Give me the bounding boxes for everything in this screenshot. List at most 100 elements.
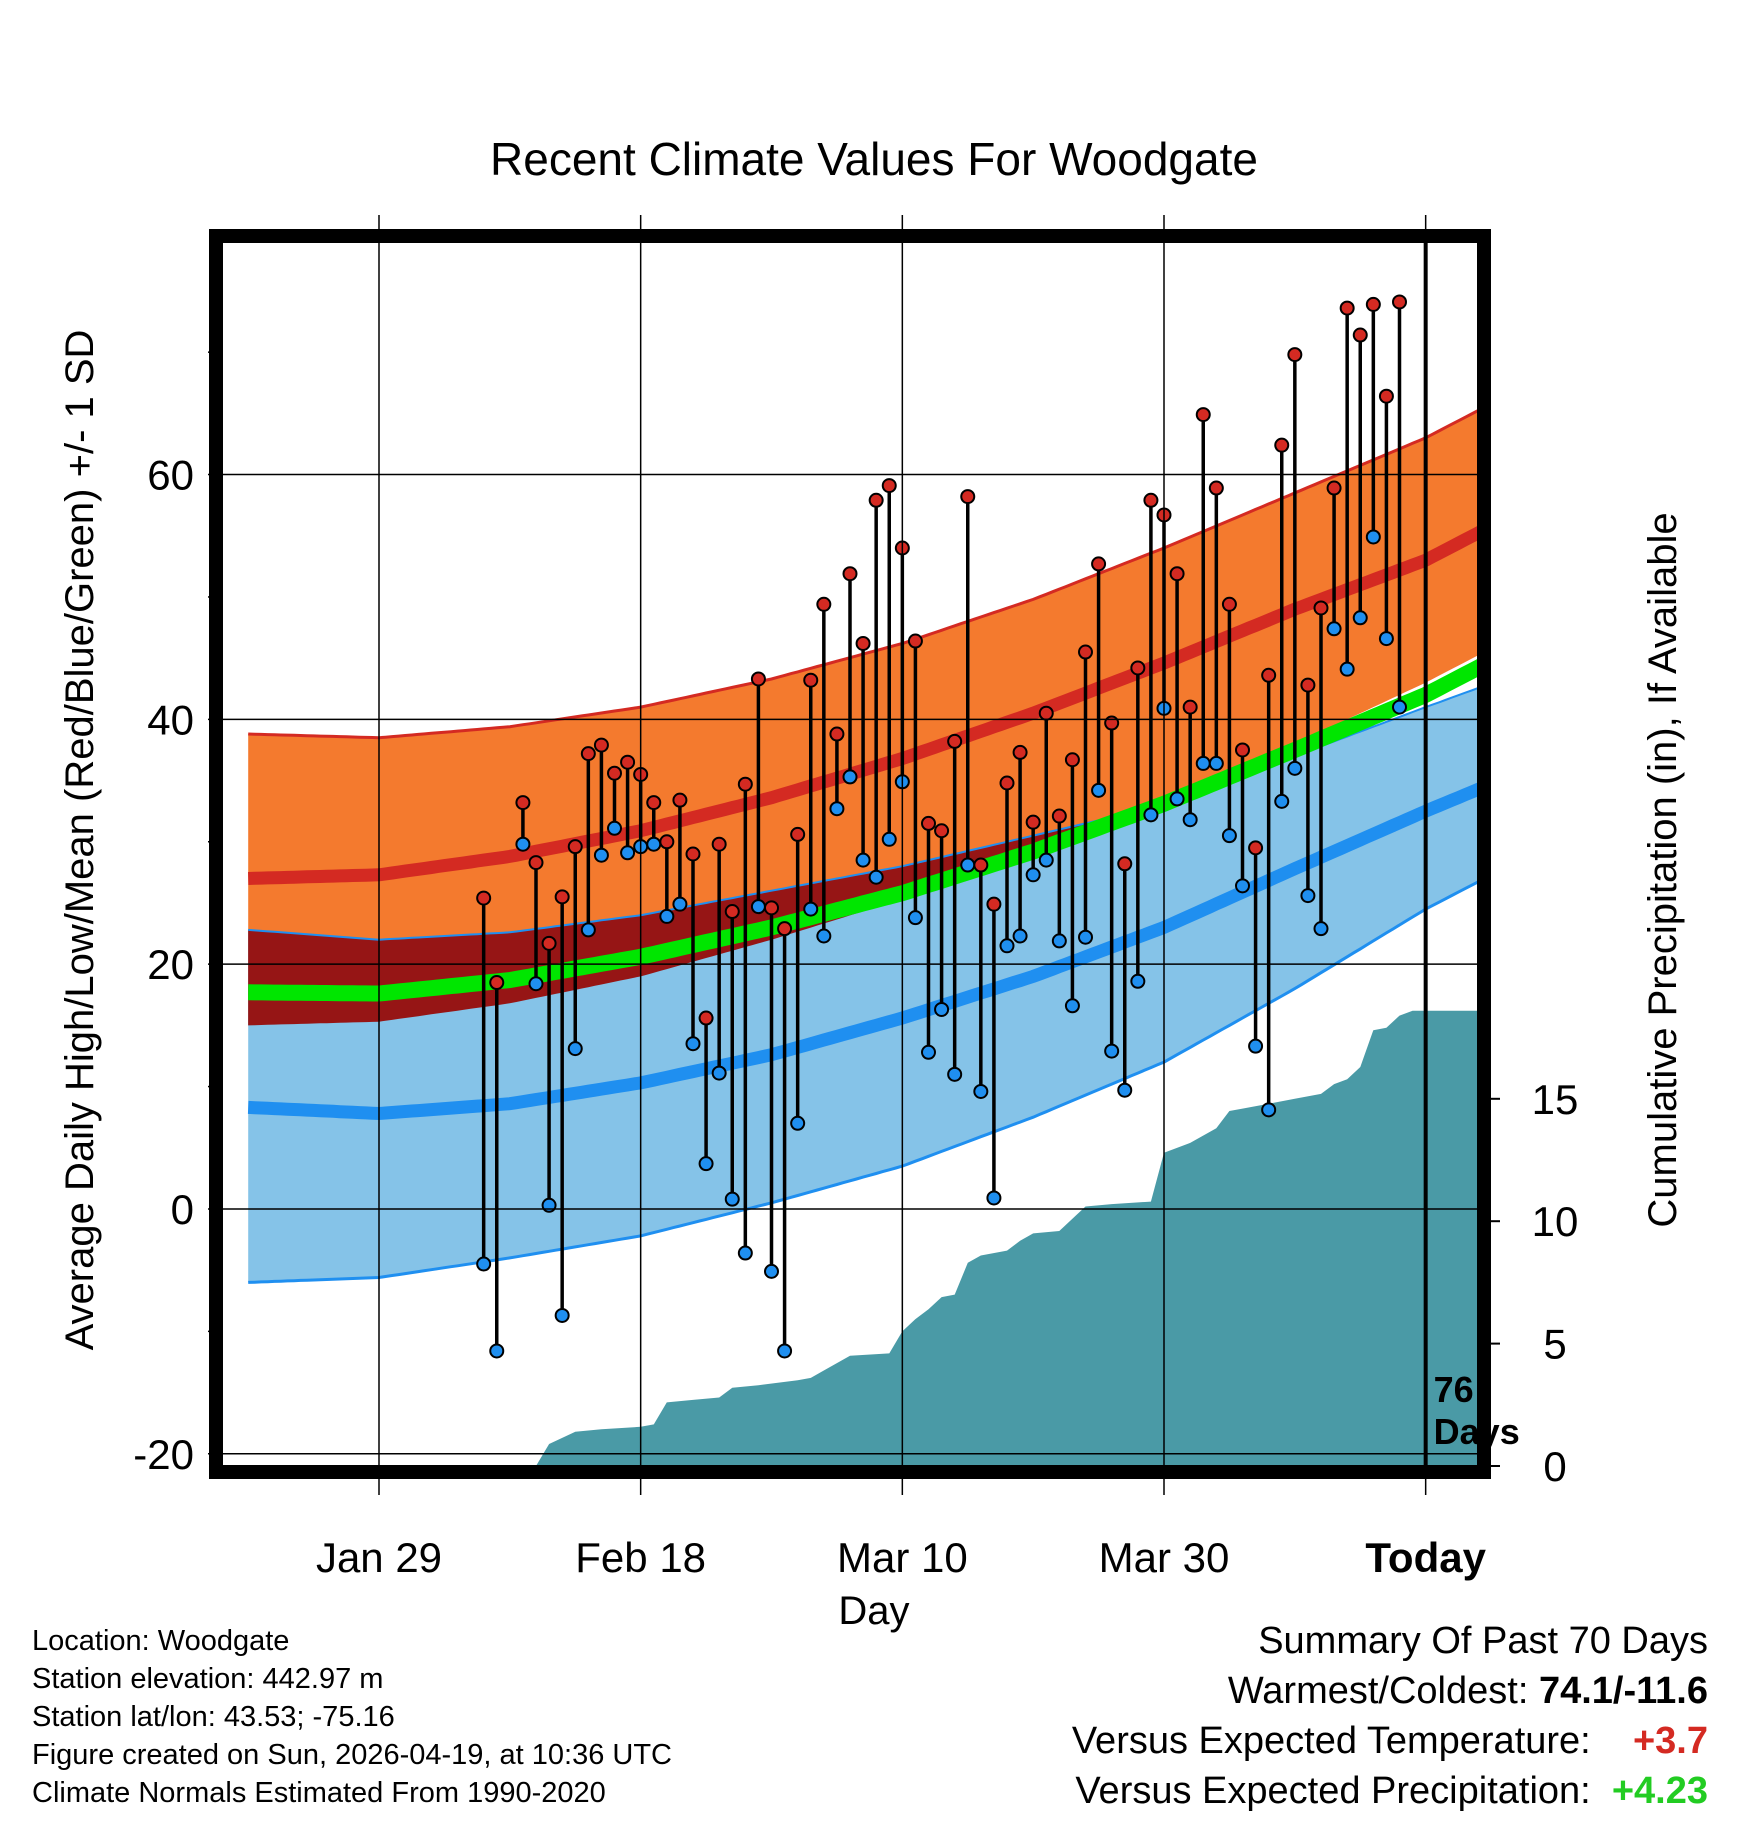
obs-high-point — [659, 834, 675, 850]
obs-high-point — [1182, 699, 1198, 715]
obs-high-point — [1392, 294, 1407, 310]
obs-low-point — [1078, 929, 1093, 945]
obs-low-point — [1326, 621, 1342, 637]
obs-low-point — [1130, 973, 1146, 989]
obs-low-point — [1064, 998, 1080, 1014]
y2-tick-label: 10 — [1532, 1198, 1579, 1245]
obs-low-point — [1051, 933, 1067, 949]
obs-low-point — [907, 910, 923, 926]
obs-low-point — [646, 836, 662, 852]
normals-text: Climate Normals Estimated From 1990-2020 — [32, 1777, 606, 1809]
obs-high-point — [672, 792, 688, 808]
normal-low-band — [248, 688, 1478, 1283]
chart-title: Recent Climate Values For Woodgate — [490, 133, 1258, 185]
plot-content — [247, 408, 1478, 1466]
obs-high-point — [1012, 744, 1028, 760]
obs-high-point — [1078, 644, 1093, 660]
obs-low-point — [1261, 1102, 1277, 1118]
obs-high-point — [1208, 480, 1224, 496]
obs-low-point — [593, 847, 609, 863]
obs-low-point — [934, 1001, 950, 1017]
normal-low-line — [247, 782, 1478, 1121]
obs-high-point — [986, 896, 1002, 912]
obs-low-point — [921, 1044, 936, 1060]
obs-high-point — [593, 737, 609, 753]
obs-high-point — [1248, 840, 1264, 856]
obs-high-point — [1143, 492, 1159, 508]
obs-high-point — [1326, 480, 1342, 496]
obs-high-point — [1313, 600, 1329, 616]
obs-high-point — [724, 904, 740, 920]
obs-high-point — [803, 672, 819, 688]
obs-high-point — [790, 826, 806, 842]
obs-high-point — [711, 836, 727, 852]
obs-low-point — [999, 938, 1015, 954]
obs-high-point — [737, 776, 753, 792]
obs-low-point — [489, 1343, 505, 1359]
obs-high-point — [1195, 407, 1211, 423]
x-axis-label: Day — [838, 1589, 909, 1633]
obs-high-point — [750, 671, 766, 687]
obs-high-point — [855, 635, 871, 651]
x-tick-label: Today — [1365, 1534, 1486, 1581]
obs-low-point — [1300, 888, 1316, 904]
warm-cold-label: Warmest/Coldest: — [1227, 1670, 1529, 1712]
obs-low-point — [855, 852, 871, 868]
obs-high-point — [1378, 388, 1394, 404]
normal-high-line — [248, 525, 1478, 885]
obs-low-point — [816, 928, 832, 944]
y2-tick-label: 15 — [1532, 1076, 1579, 1123]
obs-low-point — [724, 1191, 740, 1207]
latlon-text: Station lat/lon: 43.53; -75.16 — [32, 1701, 395, 1733]
obs-low-point — [580, 922, 596, 938]
obs-low-point — [1038, 852, 1054, 868]
obs-high-point — [646, 795, 662, 811]
obs-low-point — [1208, 755, 1224, 771]
elevation-text: Station elevation: 442.97 m — [32, 1663, 384, 1695]
obs-high-point — [999, 775, 1015, 791]
obs-low-point — [528, 976, 544, 992]
precip-value: +4.23 — [1611, 1770, 1708, 1812]
obs-low-point — [790, 1115, 806, 1131]
obs-low-point — [711, 1065, 727, 1081]
summary-heading: Summary Of Past 70 Days — [1258, 1620, 1708, 1662]
created-text: Figure created on Sun, 2026-04-19, at 10… — [32, 1739, 672, 1771]
summary-warm-cold: Warmest/Coldest: 74.1/-11.6 — [1072, 1666, 1708, 1716]
obs-low-point — [777, 1343, 793, 1359]
obs-low-point — [554, 1307, 570, 1323]
obs-low-point — [1392, 699, 1407, 715]
y-tick-label: 20 — [147, 941, 194, 988]
obs-low-point — [698, 1156, 714, 1172]
obs-high-point — [1117, 856, 1133, 872]
obs-low-point — [607, 820, 622, 836]
y-axis-label: Average Daily High/Low/Mean (Red/Blue/Gr… — [58, 330, 102, 1351]
obs-high-point — [907, 633, 923, 649]
obs-low-point — [750, 899, 766, 915]
obs-low-point — [567, 1041, 583, 1057]
obs-low-point — [1248, 1038, 1264, 1054]
obs-low-point — [960, 857, 976, 873]
obs-low-point — [947, 1066, 963, 1082]
obs-low-point — [1012, 928, 1028, 944]
obs-high-point — [476, 890, 492, 906]
obs-high-point — [1221, 596, 1237, 612]
y-tick-label: -20 — [133, 1431, 194, 1478]
obs-high-point — [868, 492, 884, 508]
obs-low-point — [515, 836, 531, 852]
obs-high-point — [515, 795, 531, 811]
obs-low-point — [1117, 1082, 1133, 1098]
x-tick-label: Jan 29 — [316, 1534, 442, 1581]
obs-high-point — [554, 889, 570, 905]
obs-high-point — [607, 765, 622, 781]
obs-low-point — [1143, 807, 1159, 823]
obs-low-point — [986, 1190, 1002, 1206]
plot-frame — [209, 229, 1491, 1479]
today-days-label: Days — [1434, 1411, 1520, 1452]
obs-low-point — [1235, 878, 1250, 894]
observations — [476, 294, 1407, 1359]
obs-low-point — [1104, 1043, 1120, 1059]
obs-low-point — [1169, 791, 1185, 807]
obs-high-point — [580, 746, 596, 762]
obs-high-point — [1025, 814, 1041, 830]
location-text: Location: Woodgate — [32, 1625, 290, 1657]
